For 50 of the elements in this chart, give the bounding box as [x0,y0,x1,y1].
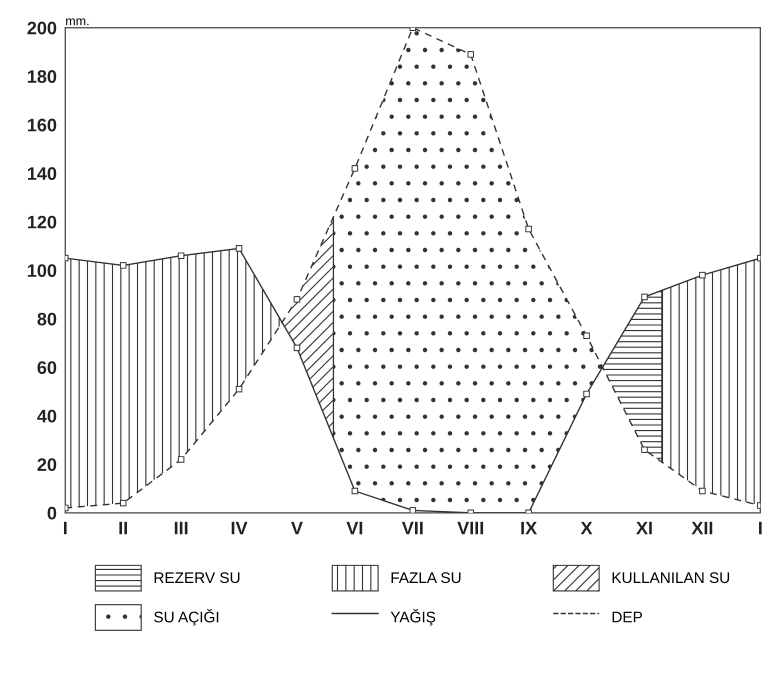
point [352,165,358,172]
legend-label: YAĞIŞ [390,609,436,626]
x-tick-label: I [759,522,762,534]
y-tick-label: 200 [27,22,56,34]
y-tick-label: 40 [37,410,56,423]
point [178,252,184,259]
y-tick-label: 140 [28,167,56,180]
point [699,272,706,278]
y-tick-label: 60 [38,361,56,374]
point [236,386,242,392]
y-tick-label: 0 [48,506,56,520]
x-tick-label: IV [232,522,248,534]
x-tick-label: I [64,522,67,534]
point [641,446,648,454]
x-tick-label: VI [346,522,362,534]
point [583,332,590,340]
x-tick-label: XII [692,522,712,534]
point [352,488,358,494]
legend-label: DEP [612,612,642,622]
x-tick-label: X [580,522,592,534]
point [525,226,532,232]
point [641,294,648,300]
y-tick-label: 80 [37,312,56,326]
point [410,507,416,513]
point [236,245,242,252]
point [178,456,184,463]
y-tick-label: 180 [28,70,56,83]
point [699,488,706,494]
x-tick-label: II [119,522,128,534]
x-tick-label: V [291,522,303,534]
y-tick-label: 100 [28,264,56,277]
y-tick-label: 120 [28,216,56,228]
point [294,344,300,352]
text: SU AÇIĞI [154,609,218,626]
y-axis-title: mm. [66,18,88,26]
y-tick-label: 160 [28,118,56,132]
text: REZERV SU [154,572,240,584]
x-tick-label: XI [636,522,652,534]
point [583,390,590,398]
point [120,500,126,506]
x-tick-label: IX [521,522,538,534]
text: FAZLA SU [392,572,460,584]
point [294,296,300,303]
point [467,51,474,58]
y-tick-label: 20 [37,458,56,472]
x-tick-label: VIII [457,522,484,534]
x-tick-label: VII [402,522,423,534]
text: KULLANILAN SU [612,572,730,584]
point [120,262,126,269]
x-tick-label: III [174,522,188,534]
